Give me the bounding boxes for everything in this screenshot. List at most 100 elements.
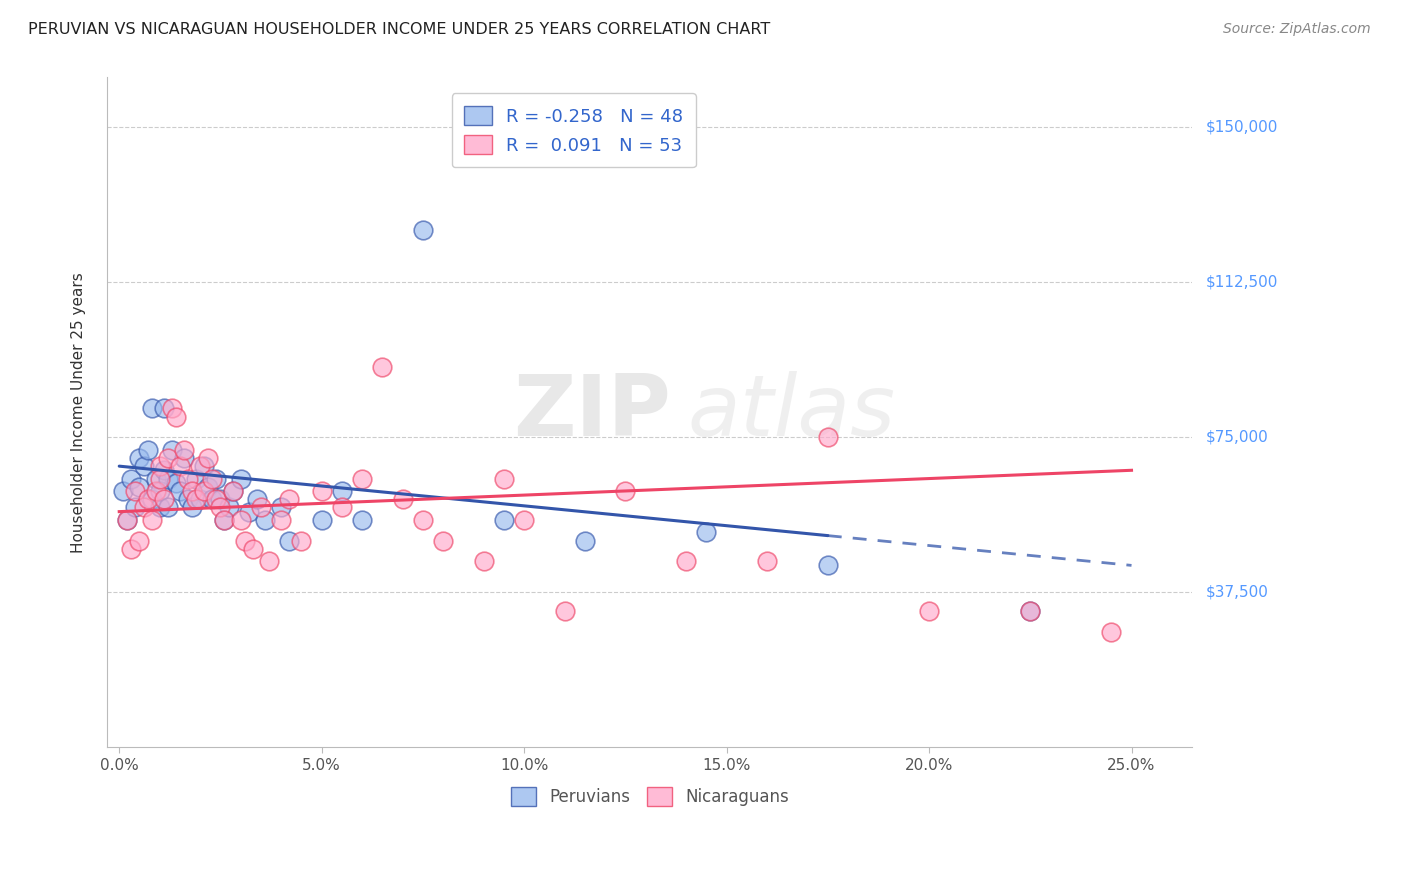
- Point: [513, 513, 536, 527]
- Point: [209, 500, 232, 515]
- Point: [221, 483, 243, 498]
- Point: [229, 513, 252, 527]
- Point: [472, 554, 495, 568]
- Point: [152, 492, 174, 507]
- Point: [193, 459, 215, 474]
- Legend: Peruvians, Nicaraguans: Peruvians, Nicaraguans: [503, 780, 796, 813]
- Point: [352, 513, 374, 527]
- Point: [412, 223, 434, 237]
- Point: [197, 450, 219, 465]
- Point: [205, 492, 228, 507]
- Point: [371, 359, 394, 374]
- Point: [695, 525, 717, 540]
- Point: [756, 554, 779, 568]
- Point: [250, 500, 273, 515]
- Y-axis label: Householder Income Under 25 years: Householder Income Under 25 years: [72, 272, 86, 553]
- Point: [141, 492, 163, 507]
- Text: $75,000: $75,000: [1206, 430, 1268, 445]
- Point: [120, 541, 142, 556]
- Point: [149, 459, 172, 474]
- Point: [214, 513, 236, 527]
- Point: [554, 604, 576, 618]
- Point: [156, 471, 179, 485]
- Point: [128, 450, 150, 465]
- Point: [132, 500, 155, 515]
- Point: [330, 483, 353, 498]
- Point: [188, 492, 211, 507]
- Point: [238, 505, 260, 519]
- Point: [186, 471, 208, 485]
- Point: [675, 554, 697, 568]
- Point: [149, 483, 172, 498]
- Text: PERUVIAN VS NICARAGUAN HOUSEHOLDER INCOME UNDER 25 YEARS CORRELATION CHART: PERUVIAN VS NICARAGUAN HOUSEHOLDER INCOM…: [28, 22, 770, 37]
- Point: [181, 483, 204, 498]
- Point: [432, 533, 454, 548]
- Point: [352, 471, 374, 485]
- Point: [278, 533, 301, 548]
- Point: [246, 492, 269, 507]
- Point: [193, 483, 215, 498]
- Point: [124, 500, 146, 515]
- Point: [311, 483, 333, 498]
- Text: ZIP: ZIP: [513, 371, 672, 454]
- Point: [181, 500, 204, 515]
- Point: [201, 471, 224, 485]
- Point: [177, 471, 200, 485]
- Text: $150,000: $150,000: [1206, 120, 1278, 135]
- Point: [330, 500, 353, 515]
- Text: Source: ZipAtlas.com: Source: ZipAtlas.com: [1223, 22, 1371, 37]
- Point: [152, 401, 174, 416]
- Point: [177, 492, 200, 507]
- Point: [614, 483, 637, 498]
- Text: $37,500: $37,500: [1206, 585, 1270, 599]
- Point: [278, 492, 301, 507]
- Point: [145, 471, 167, 485]
- Point: [201, 492, 224, 507]
- Point: [136, 442, 159, 457]
- Point: [186, 492, 208, 507]
- Point: [1099, 624, 1122, 639]
- Point: [412, 513, 434, 527]
- Point: [242, 541, 264, 556]
- Point: [141, 401, 163, 416]
- Point: [165, 475, 187, 490]
- Point: [221, 483, 243, 498]
- Point: [205, 471, 228, 485]
- Point: [1019, 604, 1042, 618]
- Point: [188, 459, 211, 474]
- Point: [160, 401, 183, 416]
- Point: [290, 533, 312, 548]
- Point: [270, 513, 292, 527]
- Text: atlas: atlas: [688, 371, 896, 454]
- Point: [233, 533, 256, 548]
- Point: [270, 500, 292, 515]
- Point: [173, 450, 195, 465]
- Point: [169, 483, 191, 498]
- Point: [120, 471, 142, 485]
- Point: [253, 513, 276, 527]
- Point: [257, 554, 280, 568]
- Point: [218, 500, 240, 515]
- Point: [149, 500, 172, 515]
- Point: [141, 513, 163, 527]
- Point: [1019, 604, 1042, 618]
- Point: [229, 471, 252, 485]
- Point: [117, 513, 139, 527]
- Text: $112,500: $112,500: [1206, 275, 1278, 290]
- Point: [160, 442, 183, 457]
- Point: [136, 492, 159, 507]
- Point: [197, 480, 219, 494]
- Point: [169, 459, 191, 474]
- Point: [156, 500, 179, 515]
- Point: [128, 533, 150, 548]
- Point: [145, 483, 167, 498]
- Point: [149, 471, 172, 485]
- Point: [152, 463, 174, 477]
- Point: [124, 483, 146, 498]
- Point: [173, 442, 195, 457]
- Point: [492, 471, 515, 485]
- Point: [117, 513, 139, 527]
- Point: [209, 492, 232, 507]
- Point: [132, 459, 155, 474]
- Point: [574, 533, 596, 548]
